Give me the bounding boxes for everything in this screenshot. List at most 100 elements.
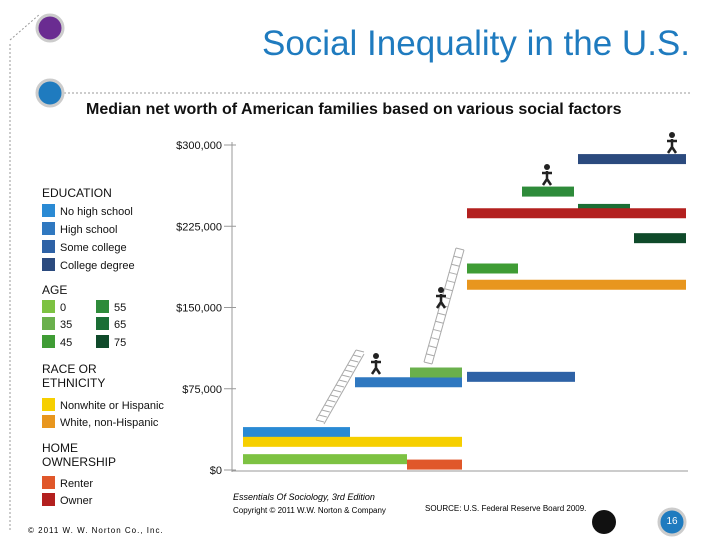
page-number: 16 bbox=[666, 516, 678, 527]
ladder-rung bbox=[333, 389, 342, 393]
bar bbox=[355, 377, 462, 388]
person-icon bbox=[370, 360, 382, 375]
person-icon bbox=[544, 164, 550, 170]
bar bbox=[410, 367, 462, 378]
bar bbox=[578, 154, 686, 165]
person-icon bbox=[541, 171, 553, 186]
y-tick-label: $150,000 bbox=[176, 303, 222, 315]
y-tick-label: $300,000 bbox=[176, 140, 222, 152]
ladder-rung bbox=[449, 271, 458, 275]
ladder-rung bbox=[321, 409, 330, 413]
ladder-rung bbox=[324, 404, 333, 408]
legend-label: College degree bbox=[60, 260, 135, 272]
publisher: © 2011 W. W. Norton Co., Inc. bbox=[28, 526, 164, 535]
ladder-rung bbox=[318, 414, 327, 418]
legend-label: Owner bbox=[60, 495, 93, 507]
ladder-rung bbox=[350, 359, 359, 363]
legend-label: White, non-Hispanic bbox=[60, 417, 159, 429]
ladder-rung bbox=[315, 419, 325, 423]
ladder-rung bbox=[455, 247, 465, 251]
bar bbox=[243, 436, 462, 447]
legend-label: Some college bbox=[60, 242, 127, 254]
bar bbox=[467, 263, 518, 274]
person-icon bbox=[666, 139, 678, 154]
legend-label: 45 bbox=[60, 337, 73, 349]
bar bbox=[634, 233, 686, 244]
legend-swatch bbox=[42, 415, 55, 428]
legend-swatch bbox=[42, 258, 55, 271]
ladders bbox=[315, 247, 465, 425]
decor bbox=[35, 78, 65, 108]
bar bbox=[407, 459, 462, 470]
legend-heading: EDUCATION bbox=[42, 186, 112, 200]
legend-label: High school bbox=[60, 224, 118, 236]
person-icon bbox=[438, 287, 444, 293]
legend-label: 0 bbox=[60, 302, 67, 314]
ladder-rung bbox=[453, 255, 462, 259]
bar bbox=[243, 427, 350, 438]
person-icon bbox=[669, 132, 675, 138]
legend-swatch bbox=[42, 300, 55, 313]
ladder-rung bbox=[338, 379, 347, 383]
legend-swatch bbox=[42, 398, 55, 411]
legend-swatch bbox=[42, 493, 55, 506]
legend-swatch bbox=[42, 476, 55, 489]
legend-swatch bbox=[42, 204, 55, 217]
book: Essentials Of Sociology, 3rd Edition bbox=[233, 492, 375, 502]
ladder-rung bbox=[341, 374, 350, 378]
ladder-rung bbox=[426, 353, 435, 357]
legend-swatch bbox=[96, 300, 109, 313]
bar bbox=[467, 371, 575, 382]
legend-swatch bbox=[42, 222, 55, 235]
legend-heading: HOME OWNERSHIP bbox=[42, 441, 117, 469]
legend-label: 55 bbox=[114, 302, 127, 314]
ladder-rung bbox=[330, 394, 339, 398]
ladder-rung bbox=[428, 345, 437, 349]
decor bbox=[592, 510, 616, 534]
y-tick-label: $0 bbox=[210, 465, 222, 477]
ladder-rung bbox=[437, 312, 446, 316]
bar bbox=[243, 454, 407, 465]
legend-swatch bbox=[96, 317, 109, 330]
decor bbox=[9, 13, 41, 41]
legend-swatch bbox=[96, 335, 109, 348]
person-icon bbox=[373, 353, 379, 359]
legend-label: No high school bbox=[60, 206, 133, 218]
ladder-rung bbox=[327, 399, 336, 403]
legend-heading: RACE OR ETHNICITY bbox=[42, 362, 106, 390]
y-tick-label: $75,000 bbox=[182, 384, 222, 396]
ladder-rung bbox=[423, 361, 433, 365]
decor bbox=[657, 507, 687, 537]
ladder-rung bbox=[444, 288, 453, 292]
ladder-rung bbox=[347, 364, 356, 368]
ladder-rung bbox=[433, 328, 442, 332]
ladder-rung bbox=[430, 337, 439, 341]
title: Social Inequality in the U.S. bbox=[261, 24, 690, 63]
ladder-rung bbox=[355, 349, 365, 353]
legend-swatch bbox=[42, 317, 55, 330]
legend-label: Nonwhite or Hispanic bbox=[60, 400, 164, 412]
ladder-rung bbox=[451, 263, 460, 267]
ladder-rung bbox=[353, 354, 362, 358]
legend-heading: AGE bbox=[42, 283, 68, 297]
source: SOURCE: U.S. Federal Reserve Board 2009. bbox=[425, 504, 587, 513]
bar bbox=[522, 186, 574, 197]
legend-label: 35 bbox=[60, 319, 73, 331]
ladder-rung bbox=[344, 369, 353, 373]
bar bbox=[467, 208, 686, 219]
legend-label: Renter bbox=[60, 478, 94, 490]
legend-label: 65 bbox=[114, 319, 127, 331]
decor bbox=[35, 13, 65, 43]
ladder-rung bbox=[335, 384, 345, 388]
bar bbox=[467, 279, 686, 290]
person-icon bbox=[435, 294, 447, 309]
legend-label: 75 bbox=[114, 337, 127, 349]
y-tick-label: $225,000 bbox=[176, 221, 222, 233]
legend-swatch bbox=[42, 335, 55, 348]
ladder-rung bbox=[446, 280, 455, 284]
copyright: Copyright © 2011 W.W. Norton & Company bbox=[233, 506, 386, 515]
subtitle: Median net worth of American families ba… bbox=[86, 101, 622, 118]
legend-swatch bbox=[42, 240, 55, 253]
